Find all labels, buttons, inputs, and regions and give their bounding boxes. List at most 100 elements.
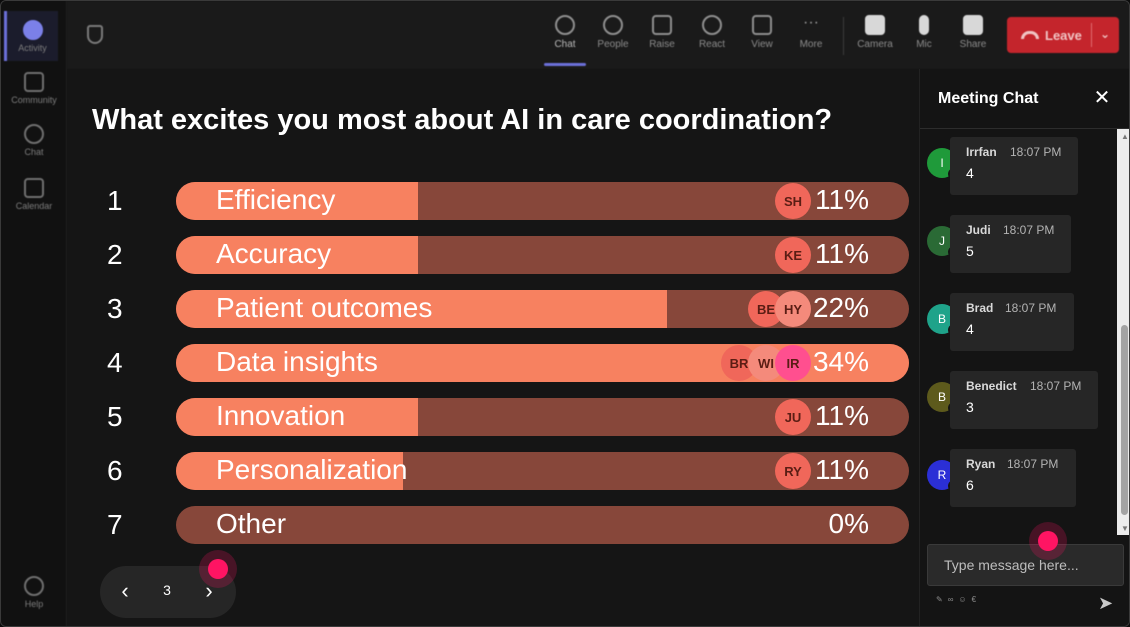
sender-initial: I	[940, 156, 944, 170]
chevron-down-icon[interactable]: ⌄	[1100, 27, 1111, 41]
rail-help[interactable]: Help	[7, 567, 61, 617]
toolbar-people-label: People	[597, 39, 629, 50]
chat-scrollbar[interactable]: ▲ ▼	[1117, 129, 1129, 535]
page-number: 3	[163, 582, 171, 598]
message-time: 18:07 PM	[1003, 223, 1055, 237]
rail-help-label: Help	[24, 598, 44, 609]
voter-avatar: IR	[775, 345, 811, 381]
rail-chat-label: Chat	[24, 146, 44, 157]
toolbar-raise[interactable]: Raise	[638, 11, 686, 63]
close-icon[interactable]: ✕	[1093, 87, 1111, 109]
poll-option-label: Innovation	[216, 400, 346, 431]
message-sender: Judi	[966, 223, 991, 237]
shield-icon	[87, 25, 103, 44]
toolbar-mic[interactable]: Mic	[900, 11, 948, 63]
toolbar-people[interactable]: People	[589, 11, 637, 63]
leave-button[interactable]: Leave ⌄	[1007, 17, 1119, 53]
react-icon	[702, 15, 722, 35]
toolbar-separator	[843, 17, 844, 55]
toolbar-more[interactable]: ··· More	[787, 11, 835, 63]
emoji-icon[interactable]: ☺	[958, 595, 967, 604]
phone-hangup-icon	[1021, 31, 1039, 39]
next-page-button[interactable]: ›	[205, 578, 213, 603]
left-rail: Activity Community Chat Calendar Help	[1, 1, 67, 626]
chat-icon	[24, 123, 44, 144]
sender-initial: J	[939, 234, 945, 248]
toolbar-chat[interactable]: Chat	[541, 11, 589, 63]
rail-calendar[interactable]: Calendar	[7, 169, 61, 219]
message-text: 3	[966, 399, 974, 415]
poll-option-number: 1	[107, 185, 123, 216]
poll-option[interactable]: 3 Patient outcomes BE HY 22%	[67, 290, 919, 328]
toolbar-react[interactable]: React	[688, 11, 736, 63]
poll-stage: What excites you most about AI in care c…	[67, 69, 919, 626]
message-time: 18:07 PM	[1030, 379, 1082, 393]
poll-option[interactable]: 6 Personalization RY 11%	[67, 452, 919, 490]
toolbar-mic-label: Mic	[916, 39, 932, 50]
toolbar-share-label: Share	[959, 39, 987, 50]
chat-message[interactable]: Benedict 18:07 PM 3	[950, 371, 1098, 429]
voter-avatar: KE	[775, 237, 811, 273]
poll-option[interactable]: 4 Data insights BR WI IR 34%	[67, 344, 919, 382]
format-toolbar: ✎ ∞ ☺ €	[936, 595, 976, 604]
cursor-indicator	[1038, 531, 1058, 551]
voter-avatar: JU	[775, 399, 811, 435]
toolbar-more-label: More	[799, 39, 823, 50]
poll-option[interactable]: 7 Other 0%	[67, 506, 919, 544]
meeting-chat-panel: Meeting Chat ✕ I Irrfan 18:07 PM 4 J Judi 18:0…	[919, 69, 1129, 626]
poll-option-percent: 11%	[815, 454, 869, 485]
poll-option-label: Data insights	[216, 346, 378, 377]
rail-calendar-label: Calendar	[15, 200, 53, 211]
message-text: 4	[966, 165, 974, 181]
toolbar-view-label: View	[751, 39, 773, 50]
sender-initial: B	[937, 312, 946, 326]
previous-page-button[interactable]: ‹	[121, 578, 129, 603]
toolbar-camera-label: Camera	[857, 39, 893, 50]
raise-hand-icon	[652, 15, 672, 35]
people-icon	[603, 15, 623, 35]
share-icon	[963, 15, 983, 35]
send-icon[interactable]: ➤	[1098, 593, 1114, 613]
poll-option[interactable]: 1 Efficiency SH 11%	[67, 182, 919, 220]
format-icon[interactable]: ✎	[936, 595, 943, 604]
poll-option-percent: 34%	[812, 346, 869, 377]
poll-option-bar-fill	[176, 290, 667, 328]
poll-option[interactable]: 2 Accuracy KE 11%	[67, 236, 919, 274]
scroll-up-icon[interactable]: ▲	[1121, 132, 1129, 141]
voter-avatar: RY	[775, 453, 811, 489]
rail-chat[interactable]: Chat	[7, 115, 61, 165]
poll-option-number: 5	[107, 401, 123, 432]
chat-message[interactable]: Brad 18:07 PM 4	[950, 293, 1074, 351]
poll-question: What excites you most about AI in care c…	[92, 104, 833, 136]
message-text: 4	[966, 321, 974, 337]
leave-divider	[1091, 23, 1092, 47]
poll-option-label: Accuracy	[216, 238, 332, 269]
chat-message[interactable]: Irrfan 18:07 PM 4	[950, 137, 1078, 195]
chat-header: Meeting Chat ✕	[920, 69, 1129, 129]
poll-option-percent: 11%	[815, 184, 869, 215]
scroll-thumb[interactable]	[1121, 325, 1128, 515]
toolbar-share[interactable]: Share	[949, 11, 997, 63]
toolbar-camera[interactable]: Camera	[851, 11, 899, 63]
poll-option-number: 4	[107, 347, 123, 378]
rail-community[interactable]: Community	[7, 63, 61, 113]
poll-option-number: 2	[107, 239, 123, 270]
message-time: 18:07 PM	[1010, 145, 1062, 159]
poll-option-bar-fill	[176, 182, 418, 220]
poll-option-number: 6	[107, 455, 123, 486]
gif-icon[interactable]: €	[971, 595, 977, 604]
attach-icon[interactable]: ∞	[947, 595, 954, 604]
chat-message[interactable]: Ryan 18:07 PM 6	[950, 449, 1076, 507]
message-time: 18:07 PM	[1005, 301, 1057, 315]
chat-message[interactable]: Judi 18:07 PM 5	[950, 215, 1071, 273]
poll-option-bar-fill	[176, 452, 403, 490]
rail-activity[interactable]: Activity	[4, 11, 58, 61]
scroll-down-icon[interactable]: ▼	[1121, 524, 1129, 533]
community-icon	[24, 71, 44, 92]
poll-option[interactable]: 5 Innovation JU 11%	[67, 398, 919, 436]
camera-icon	[865, 15, 885, 35]
poll-option-label: Patient outcomes	[216, 292, 433, 323]
toolbar-view[interactable]: View	[738, 11, 786, 63]
chat-message-input[interactable]	[927, 544, 1124, 586]
bell-icon	[22, 19, 43, 40]
